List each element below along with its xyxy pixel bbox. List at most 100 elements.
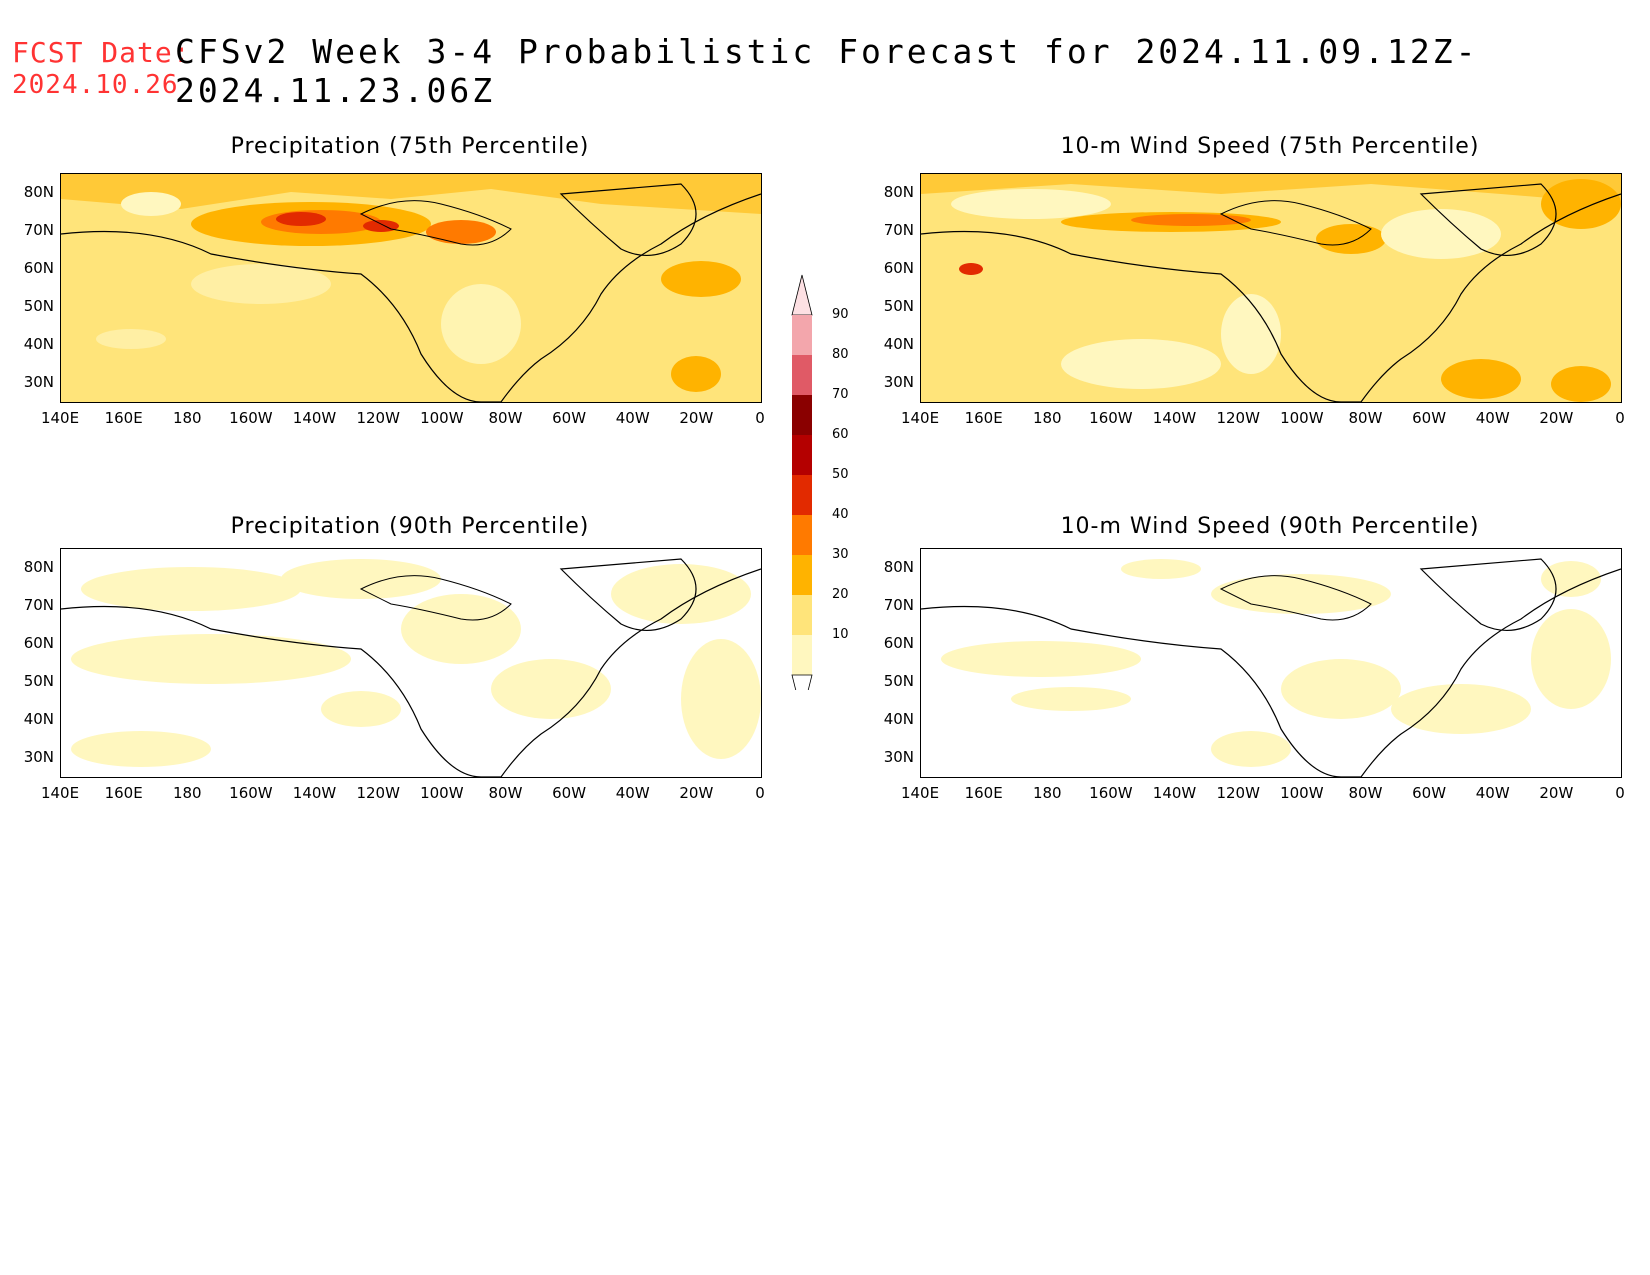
lon-tick-label: 40W <box>1475 784 1510 802</box>
lon-tick-label: 160E <box>104 784 143 802</box>
lon-tick-label: 160W <box>1089 784 1133 802</box>
lon-tick-label: 120W <box>1216 409 1260 427</box>
lon-tick-label: 180 <box>172 409 202 427</box>
colorbar-segment-70 <box>792 395 812 435</box>
lon-tick-label: 160W <box>229 784 273 802</box>
lon-tick-label: 180 <box>172 784 202 802</box>
lat-tick-label: 40N <box>23 710 54 728</box>
lon-tick-label: 0 <box>1615 784 1625 802</box>
colorbar-top-arrow <box>791 274 813 316</box>
wind-75-shading <box>921 174 1621 402</box>
lon-tick-label: 160W <box>1089 409 1133 427</box>
lon-tick-label: 40W <box>615 409 650 427</box>
lat-tick-label: 50N <box>883 297 914 315</box>
colorbar-label: 90 <box>832 307 849 322</box>
lat-tick-label: 50N <box>883 672 914 690</box>
precip-90-shading <box>61 549 761 777</box>
lon-tick-label: 0 <box>755 784 765 802</box>
colorbar-label: 80 <box>832 347 849 362</box>
lat-tick-label: 40N <box>883 710 914 728</box>
map-wind-90 <box>920 548 1622 778</box>
lon-tick-label: 0 <box>1615 409 1625 427</box>
panel-title-precip-75: Precipitation (75th Percentile) <box>230 134 590 159</box>
colorbar-label: 20 <box>832 587 849 602</box>
lon-tick-label: 120W <box>356 409 400 427</box>
lon-tick-label: 20W <box>679 784 714 802</box>
lat-tick-label: 60N <box>23 634 54 652</box>
lon-tick-label: 80W <box>488 409 523 427</box>
colorbar-segment-50 <box>792 475 812 515</box>
lon-tick-label: 100W <box>1280 409 1324 427</box>
lat-tick-label: 50N <box>23 297 54 315</box>
lon-tick-label: 60W <box>552 784 587 802</box>
lon-tick-label: 0 <box>755 409 765 427</box>
lon-tick-label: 80W <box>1348 784 1383 802</box>
lon-tick-label: 120W <box>356 784 400 802</box>
colorbar-segment-80 <box>792 355 812 395</box>
lon-tick-label: 60W <box>1412 784 1447 802</box>
lat-tick-label: 60N <box>883 634 914 652</box>
lat-tick-label: 70N <box>23 221 54 239</box>
lat-tick-label: 40N <box>23 335 54 353</box>
colorbar-segment-30 <box>792 555 812 595</box>
lon-tick-label: 60W <box>552 409 587 427</box>
lat-tick-label: 80N <box>23 558 54 576</box>
lon-tick-label: 100W <box>420 784 464 802</box>
lon-tick-label: 100W <box>420 409 464 427</box>
lon-tick-label: 20W <box>679 409 714 427</box>
colorbar-label: 40 <box>832 507 849 522</box>
lat-tick-label: 70N <box>883 221 914 239</box>
lat-tick-label: 50N <box>23 672 54 690</box>
lon-tick-label: 160E <box>964 784 1003 802</box>
lat-tick-label: 70N <box>23 596 54 614</box>
lon-tick-label: 140E <box>900 409 940 427</box>
lon-tick-label: 140E <box>900 784 940 802</box>
lat-tick-label: 60N <box>23 259 54 277</box>
lon-tick-label: 80W <box>1348 409 1383 427</box>
colorbar-segment-10 <box>792 635 812 675</box>
lat-tick-label: 30N <box>883 373 914 391</box>
lon-tick-label: 160W <box>229 409 273 427</box>
colorbar-segment-60 <box>792 435 812 475</box>
lat-tick-label: 80N <box>23 183 54 201</box>
forecast-date-value: 2024.10.26 <box>12 70 179 100</box>
lon-tick-label: 40W <box>615 784 650 802</box>
lon-tick-label: 20W <box>1539 784 1574 802</box>
panel-title-wind-90: 10-m Wind Speed (90th Percentile) <box>1060 514 1480 539</box>
lon-tick-label: 120W <box>1216 784 1260 802</box>
panel-title-precip-90: Precipitation (90th Percentile) <box>230 514 590 539</box>
lat-tick-label: 70N <box>883 596 914 614</box>
lon-tick-label: 180 <box>1032 409 1062 427</box>
forecast-date-label: FCST Date: <box>12 36 191 69</box>
lon-tick-label: 140W <box>292 784 337 802</box>
lon-tick-label: 140E <box>40 409 80 427</box>
lat-tick-label: 60N <box>883 259 914 277</box>
wind-90-shading <box>921 549 1621 777</box>
colorbar <box>791 274 813 690</box>
lat-tick-label: 40N <box>883 335 914 353</box>
colorbar-bottom-arrow <box>791 674 813 690</box>
lon-tick-label: 60W <box>1412 409 1447 427</box>
panel-title-wind-75: 10-m Wind Speed (75th Percentile) <box>1060 134 1480 159</box>
lon-tick-label: 160E <box>104 409 143 427</box>
page-title: CFSv2 Week 3-4 Probabilistic Forecast fo… <box>175 32 1479 110</box>
precip-75-shading <box>61 174 761 402</box>
colorbar-label: 30 <box>832 547 849 562</box>
map-wind-75 <box>920 173 1622 403</box>
colorbar-label: 70 <box>832 387 849 402</box>
lat-tick-label: 80N <box>883 558 914 576</box>
lat-tick-label: 30N <box>23 373 54 391</box>
colorbar-label: 60 <box>832 427 849 442</box>
map-precip-75 <box>60 173 762 403</box>
lat-tick-label: 30N <box>883 748 914 766</box>
lat-tick-label: 30N <box>23 748 54 766</box>
lon-tick-label: 140W <box>1152 409 1197 427</box>
lon-tick-label: 140W <box>1152 784 1197 802</box>
lon-tick-label: 80W <box>488 784 523 802</box>
lon-tick-label: 140E <box>40 784 80 802</box>
lon-tick-label: 100W <box>1280 784 1324 802</box>
lat-tick-label: 80N <box>883 183 914 201</box>
lon-tick-label: 160E <box>964 409 1003 427</box>
lon-tick-label: 180 <box>1032 784 1062 802</box>
lon-tick-label: 40W <box>1475 409 1510 427</box>
